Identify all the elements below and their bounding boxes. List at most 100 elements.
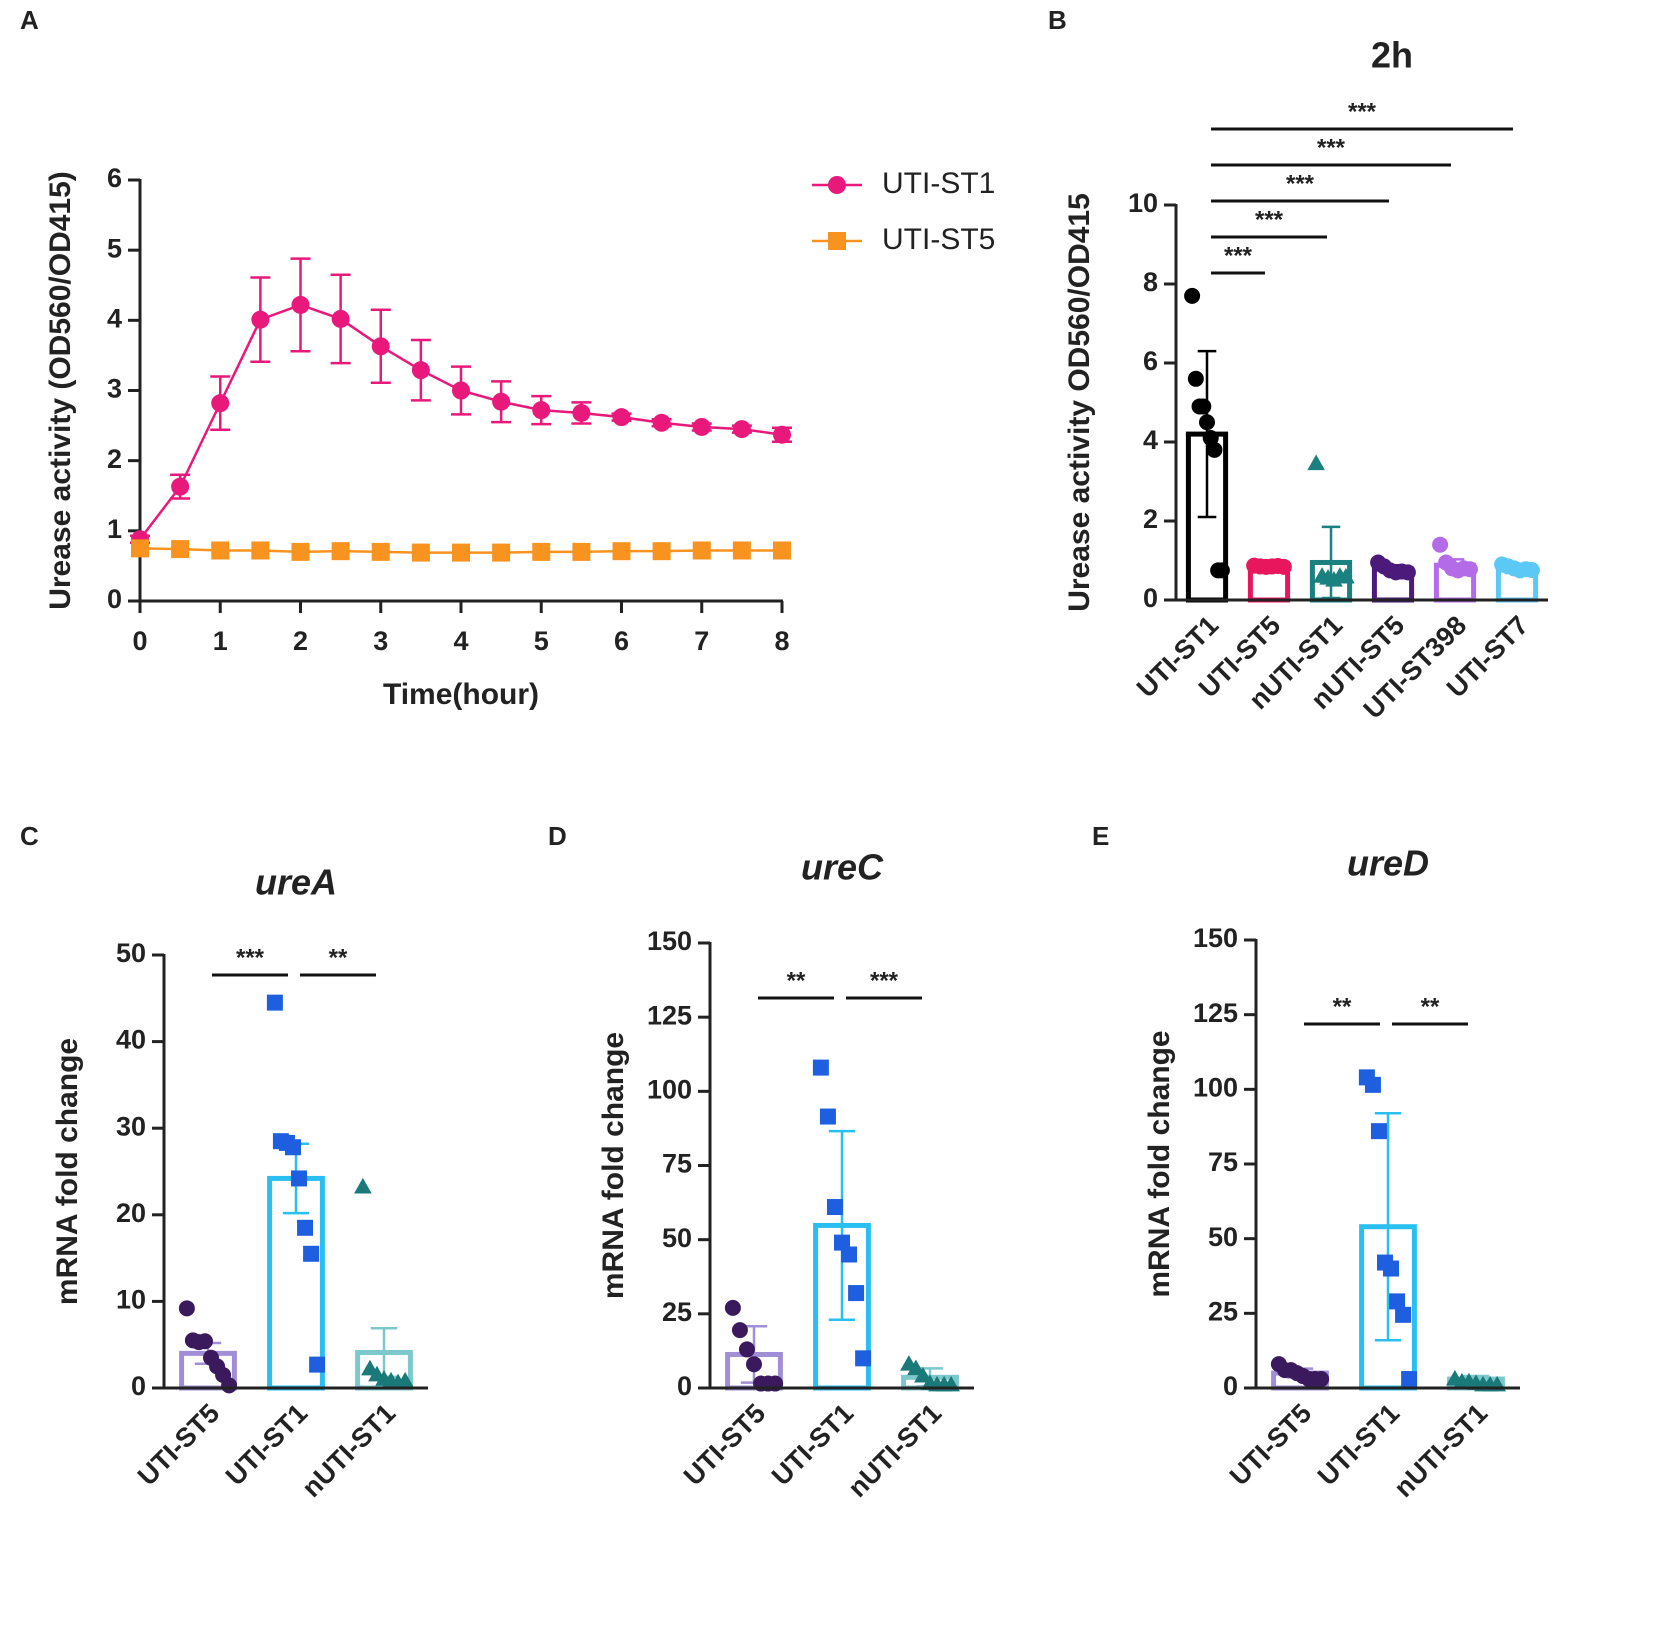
data-point [731, 1322, 748, 1339]
data-point [1313, 1371, 1330, 1388]
data-point [309, 1356, 326, 1373]
data-point [1213, 562, 1230, 579]
chart-title: 2h [1371, 35, 1413, 76]
significance-label: ** [1333, 993, 1352, 1020]
data-point [1195, 398, 1212, 415]
y-tick-label: 0 [107, 584, 122, 614]
significance-label: ** [787, 967, 806, 994]
significance-label: ** [1421, 993, 1440, 1020]
data-point [1307, 454, 1325, 471]
panel-label: A [20, 5, 39, 35]
y-tick-label: 20 [116, 1198, 146, 1228]
x-tick-label: UTI-ST5 [678, 1398, 771, 1491]
data-point [492, 543, 511, 562]
panel-label: D [548, 821, 567, 851]
x-tick-label: 6 [614, 626, 629, 656]
data-point [1432, 536, 1449, 553]
data-point [1395, 1306, 1412, 1323]
data-point [1399, 564, 1416, 581]
chart-title: ureC [801, 847, 884, 888]
data-point [848, 1285, 865, 1302]
data-point [819, 1108, 836, 1125]
data-point [1461, 561, 1478, 578]
data-point [211, 394, 230, 413]
data-point [371, 337, 390, 356]
y-tick-label: 6 [107, 163, 122, 193]
chart-title: ureA [255, 862, 337, 903]
data-point [773, 541, 791, 560]
x-tick-label: 5 [534, 626, 549, 656]
x-tick-label: 1 [213, 626, 228, 656]
data-point [411, 543, 430, 562]
x-tick-label: UTI-ST5 [1224, 1398, 1317, 1491]
y-tick-label: 4 [1143, 425, 1158, 455]
x-tick-label: 8 [774, 626, 789, 656]
x-tick-label: nUTI-ST1 [842, 1398, 947, 1503]
data-point [692, 417, 711, 436]
data-point [452, 381, 470, 400]
x-tick-label: 7 [694, 626, 709, 656]
data-point [907, 1359, 925, 1376]
data-point [266, 994, 283, 1011]
y-tick-label: 6 [1143, 346, 1158, 376]
x-tick-label: 4 [453, 626, 468, 656]
y-axis-label: Urease activity OD560/OD415 [1063, 193, 1096, 612]
significance-label: ** [329, 944, 348, 971]
data-point [738, 1341, 755, 1358]
data-point [572, 542, 591, 561]
y-tick-label: 40 [116, 1025, 146, 1055]
data-point [1275, 558, 1292, 575]
data-point [612, 542, 631, 561]
significance-label: *** [236, 944, 265, 971]
panel-label: C [20, 821, 39, 851]
data-point [914, 1366, 932, 1383]
significance-label: *** [1348, 98, 1377, 125]
data-point [131, 539, 149, 558]
x-tick-label: UTI-ST1 [766, 1398, 859, 1491]
y-tick-label: 5 [107, 233, 122, 263]
data-point [612, 408, 631, 427]
y-tick-label: 8 [1143, 267, 1158, 297]
data-point [1199, 414, 1215, 431]
x-tick-label: 2 [293, 626, 308, 656]
y-axis-label: mRNA fold change [597, 1032, 630, 1299]
data-point [411, 361, 430, 380]
panel-label: E [1092, 821, 1109, 851]
data-point [251, 541, 270, 560]
y-tick-label: 125 [647, 1000, 692, 1030]
y-tick-label: 100 [1193, 1072, 1238, 1102]
data-point [1389, 1293, 1406, 1310]
significance-label: *** [1317, 134, 1346, 161]
x-tick-label: UTI-ST1 [220, 1398, 313, 1491]
data-point [746, 1356, 762, 1373]
x-tick-label: nUTI-ST1 [296, 1398, 401, 1503]
data-point [841, 1246, 858, 1263]
y-tick-label: 0 [1223, 1371, 1238, 1401]
y-tick-label: 1 [107, 514, 122, 544]
x-tick-label: UTI-ST5 [132, 1398, 225, 1491]
data-point [732, 541, 751, 560]
data-point [354, 1177, 372, 1194]
data-point [291, 295, 310, 314]
data-point [452, 543, 470, 562]
data-point [1337, 567, 1355, 584]
significance-label: *** [1224, 242, 1253, 269]
data-point [171, 540, 190, 559]
data-point [178, 1300, 195, 1317]
y-tick-label: 0 [1143, 583, 1158, 613]
data-point [1364, 1076, 1381, 1093]
series-line [139, 303, 783, 541]
y-tick-label: 2 [1143, 504, 1158, 534]
data-point [826, 1199, 843, 1216]
x-tick-label: nUTI-ST1 [1388, 1398, 1493, 1503]
data-point [291, 542, 310, 561]
y-tick-label: 50 [1208, 1222, 1238, 1252]
y-tick-label: 25 [662, 1297, 692, 1327]
data-point [724, 1299, 741, 1316]
y-tick-label: 30 [116, 1111, 146, 1141]
data-point [732, 420, 751, 439]
data-point [692, 541, 711, 560]
data-point [331, 542, 350, 561]
data-point [303, 1245, 320, 1262]
data-point [297, 1219, 314, 1236]
